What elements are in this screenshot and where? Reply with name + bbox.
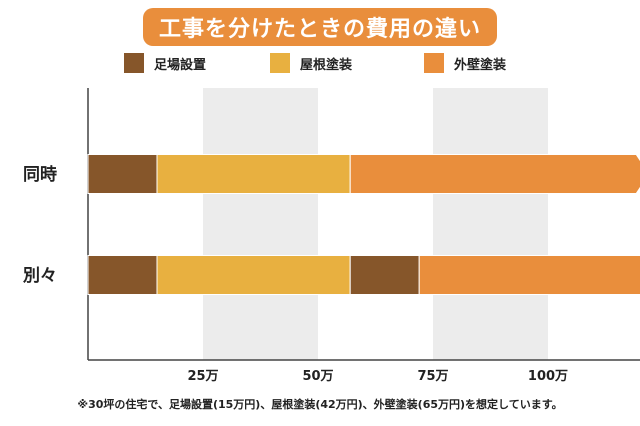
x-tick-label: 50万 xyxy=(302,369,333,384)
bar-segment xyxy=(349,154,640,194)
x-tick-label: 100万 xyxy=(528,369,568,384)
legend-label: 屋根塗装 xyxy=(300,57,353,73)
legend-item-scaffolding: 足場設置 xyxy=(124,53,206,73)
legend-item-wall: 外壁塗装 xyxy=(424,53,506,73)
bar-segment xyxy=(418,255,640,295)
legend-swatch xyxy=(124,53,144,73)
legend-swatch xyxy=(424,53,444,73)
category-label: 同時 xyxy=(23,164,57,185)
grid-band xyxy=(433,88,548,360)
bar-segment xyxy=(156,255,351,295)
legend-label: 外壁塗装 xyxy=(454,57,507,73)
grid-band xyxy=(203,88,318,360)
footnote: ※30坪の住宅で、足場設置(15万円)、屋根塗装(42万円)、外壁塗装(65万円… xyxy=(77,398,563,411)
category-label: 別々 xyxy=(22,266,57,286)
chart-title: 工事を分けたときの費用の違い xyxy=(143,8,497,46)
bar-segment xyxy=(87,255,158,295)
bar-segment xyxy=(156,154,351,194)
bar-segment xyxy=(349,255,420,295)
bar-segment xyxy=(87,154,158,194)
x-tick-label: 25万 xyxy=(187,369,218,384)
legend-label: 足場設置 xyxy=(154,57,207,73)
legend-item-roof: 屋根塗装 xyxy=(270,53,352,73)
legend-swatch xyxy=(270,53,290,73)
x-tick-label: 75万 xyxy=(417,369,448,384)
